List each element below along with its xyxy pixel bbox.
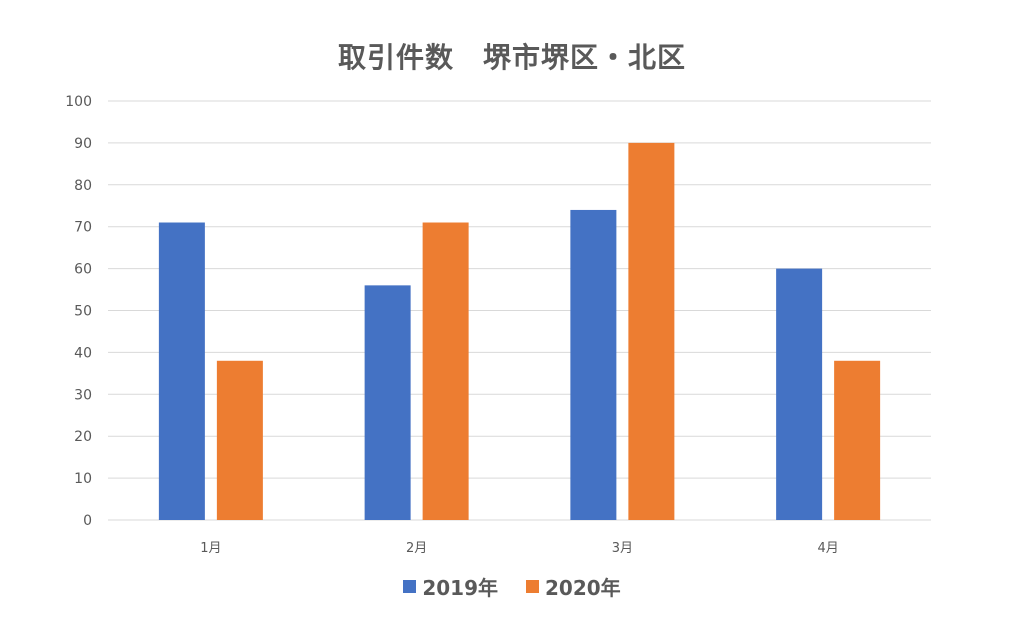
- bar-2019年-2月[interactable]: [364, 285, 411, 520]
- y-tick-label: 10: [74, 471, 92, 487]
- bar-2020年-3月[interactable]: [628, 142, 675, 520]
- y-tick-label: 70: [74, 220, 92, 236]
- y-tick-label: 0: [83, 513, 92, 529]
- y-tick-label: 40: [74, 345, 92, 361]
- x-tick-label: 2月: [406, 541, 427, 556]
- legend-item-2019[interactable]: 2019年: [403, 572, 498, 601]
- y-tick-label: 20: [74, 429, 92, 445]
- bar-2019年-3月[interactable]: [570, 209, 617, 520]
- y-tick-label: 90: [74, 136, 92, 152]
- x-tick-label: 3月: [612, 541, 633, 556]
- y-axis-ticks: 0 10 20 30 40 50 60 70 80 90 100: [65, 94, 92, 529]
- x-tick-label: 4月: [817, 541, 838, 556]
- legend-label-2020: 2020年: [545, 576, 621, 600]
- legend: 2019年 2020年: [0, 572, 1024, 601]
- x-axis-ticks: 1月 2月 3月 4月: [200, 541, 839, 556]
- chart-title: 取引件数 堺市堺区・北区: [337, 41, 686, 74]
- legend-item-2020[interactable]: 2020年: [526, 572, 621, 601]
- y-tick-label: 100: [65, 94, 92, 110]
- bars: [158, 142, 881, 520]
- legend-swatch-2019: [403, 580, 417, 593]
- y-tick-label: 50: [74, 304, 92, 320]
- bar-2020年-1月[interactable]: [216, 360, 263, 520]
- legend-label-2019: 2019年: [422, 576, 498, 600]
- y-tick-label: 80: [74, 178, 92, 194]
- bar-2020年-2月[interactable]: [422, 222, 469, 520]
- bar-2019年-1月[interactable]: [158, 222, 205, 520]
- bar-2019年-4月[interactable]: [776, 268, 823, 520]
- legend-swatch-2020: [526, 580, 539, 593]
- y-tick-label: 60: [74, 262, 92, 278]
- x-tick-label: 1月: [200, 541, 221, 556]
- y-tick-label: 30: [74, 387, 92, 403]
- bar-2020年-4月[interactable]: [834, 360, 881, 520]
